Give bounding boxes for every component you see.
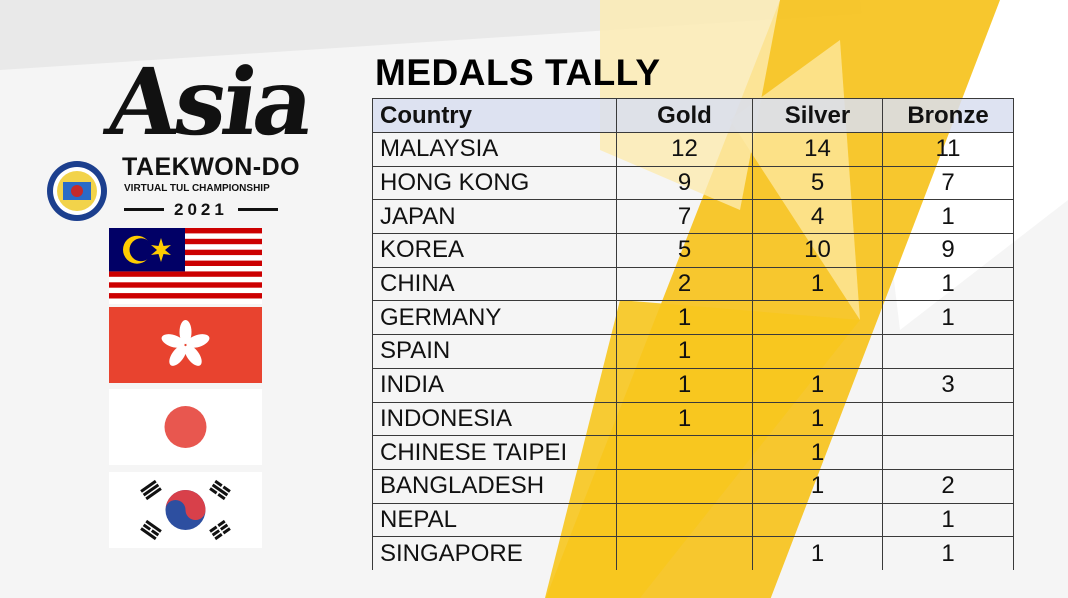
country-cell: NEPAL [372, 502, 617, 538]
gold-cell: 9 [616, 165, 753, 201]
silver-cell: 1 [752, 536, 883, 570]
country-cell: CHINESE TAIPEI [372, 435, 617, 470]
gold-cell: 1 [616, 300, 753, 336]
gold-cell: 1 [616, 367, 753, 403]
gold-cell: 5 [616, 233, 753, 268]
bronze-cell [882, 435, 1014, 470]
bronze-cell: 7 [882, 165, 1014, 201]
logo-wordmark: Asia [100, 48, 318, 156]
silver-cell: 14 [752, 132, 883, 167]
silver-cell: 4 [752, 199, 883, 235]
gold-cell: 12 [616, 132, 753, 167]
table-row: SPAIN 1 [372, 334, 1014, 369]
silver-cell: 1 [752, 367, 883, 403]
gold-cell: 1 [616, 401, 753, 437]
table-header-row: Country Gold Silver Bronze [372, 98, 1014, 133]
table-row: HONG KONG 9 5 7 [372, 165, 1014, 201]
bronze-cell: 11 [882, 132, 1014, 167]
table-row: NEPAL 1 [372, 502, 1014, 538]
country-cell: BANGLADESH [372, 468, 617, 504]
bronze-cell: 3 [882, 367, 1014, 403]
table-row: JAPAN 7 4 1 [372, 199, 1014, 235]
gold-cell [616, 502, 753, 538]
country-cell: JAPAN [372, 199, 617, 235]
bronze-cell [882, 401, 1014, 437]
silver-cell [752, 300, 883, 336]
gold-cell: 2 [616, 266, 753, 302]
silver-cell: 10 [752, 233, 883, 268]
logo-year: 2021 [174, 199, 228, 219]
medals-table: Country Gold Silver Bronze MALAYSIA 12 14 1… [372, 98, 1014, 570]
logo-subtitle: VIRTUAL TUL CHAMPIONSHIP [124, 183, 270, 194]
logo-year-row: 2021 [124, 199, 364, 219]
divider [124, 207, 164, 211]
country-cell: HONG KONG [372, 165, 617, 201]
bronze-cell: 2 [882, 468, 1014, 504]
column-header-bronze: Bronze [882, 98, 1014, 133]
country-cell: MALAYSIA [372, 132, 617, 167]
itf-emblem-icon [47, 161, 107, 221]
silver-cell [752, 502, 883, 538]
gold-cell: 7 [616, 199, 753, 235]
table-body: MALAYSIA 12 14 11 HONG KONG 9 5 7 JAPAN 7 4 1 KOREA 5… [372, 132, 1014, 570]
silver-cell: 1 [752, 401, 883, 437]
gold-cell: 1 [616, 334, 753, 369]
table-row: INDONESIA 1 1 [372, 401, 1014, 437]
table-row: BANGLADESH 1 2 [372, 468, 1014, 504]
japan-flag [109, 389, 262, 465]
country-cell: SINGAPORE [372, 536, 617, 570]
table-row: KOREA 5 10 9 [372, 233, 1014, 268]
country-cell: INDIA [372, 367, 617, 403]
country-cell: INDONESIA [372, 401, 617, 437]
gold-cell [616, 435, 753, 470]
table-row: INDIA 1 1 3 [372, 367, 1014, 403]
silver-cell [752, 334, 883, 369]
column-header-country: Country [372, 98, 617, 133]
divider [237, 207, 278, 211]
bronze-cell: 1 [882, 300, 1014, 336]
silver-cell: 1 [752, 435, 883, 470]
bronze-cell [882, 334, 1014, 369]
table-row: CHINESE TAIPEI 1 [372, 435, 1014, 470]
country-cell: SPAIN [372, 334, 617, 369]
table-row: MALAYSIA 12 14 11 [372, 132, 1014, 167]
bronze-cell: 1 [882, 502, 1014, 538]
bronze-cell: 1 [882, 199, 1014, 235]
column-header-gold: Gold [616, 98, 753, 133]
silver-cell: 1 [752, 468, 883, 504]
gold-cell [616, 468, 753, 504]
country-cell: CHINA [372, 266, 617, 302]
page-title: MEDALS TALLY [375, 52, 661, 93]
table-row: CHINA 2 1 1 [372, 266, 1014, 302]
korea-flag [109, 472, 262, 548]
bronze-cell: 1 [882, 536, 1014, 570]
bronze-cell: 1 [882, 266, 1014, 302]
silver-cell: 5 [752, 165, 883, 201]
gold-cell [616, 536, 753, 570]
table-row: SINGAPORE 1 1 [372, 536, 1014, 570]
silver-cell: 1 [752, 266, 883, 302]
malaysia-flag [109, 228, 262, 304]
logo-title: TAEKWON-DO [122, 153, 301, 181]
championship-logo: Asia TAEKWON-DO VIRTUAL TUL CHAMPIONSHIP… [40, 48, 330, 221]
country-cell: KOREA [372, 233, 617, 268]
column-header-silver: Silver [752, 98, 883, 133]
country-cell: GERMANY [372, 300, 617, 336]
bronze-cell: 9 [882, 233, 1014, 268]
table-row: GERMANY 1 1 [372, 300, 1014, 336]
hong-kong-flag [109, 307, 262, 383]
